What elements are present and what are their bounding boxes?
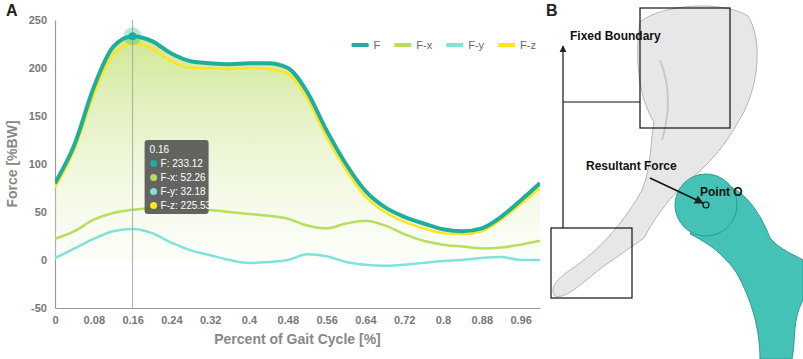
boundary-box [640, 8, 730, 128]
panel-label: A [6, 2, 18, 19]
panel-label: B [546, 2, 558, 19]
highlight-point [129, 32, 137, 40]
legend-swatch [352, 43, 369, 47]
tooltip-title: 0.16 [150, 144, 170, 155]
resultant-force-label: Resultant Force [586, 159, 677, 173]
x-tick: 0.64 [355, 308, 377, 326]
x-tick: 0.48 [278, 308, 299, 326]
y-tick: 150 [29, 110, 55, 122]
axis-line [55, 21, 56, 309]
tooltip-dot [150, 188, 157, 195]
x-tick: 0.72 [394, 308, 415, 326]
x-tick: 0.56 [316, 308, 337, 326]
legend-label: F-z [520, 39, 536, 51]
point-o-label: Point O [700, 185, 743, 199]
y-tick-label: 250 [29, 14, 47, 26]
y-tick: 100 [29, 158, 55, 170]
axis-line [56, 308, 541, 309]
y-tick-label: 100 [29, 158, 47, 170]
point-o [703, 202, 709, 208]
line [55, 36, 540, 231]
boundary-box [551, 228, 632, 298]
x-tick: 0.96 [510, 308, 531, 326]
tooltip: 0.16 F: 233.12 F-x: 52.26 F-y: 32.18 F-z: 22… [145, 140, 212, 214]
y-tick-label: -50 [31, 302, 47, 314]
line [55, 208, 540, 248]
plot-area [55, 20, 540, 308]
legend-label: F-x [416, 39, 432, 51]
tooltip-dot [150, 202, 157, 209]
boundary-connector [562, 46, 563, 228]
crosshair [132, 20, 133, 308]
x-tick-label: 0.56 [316, 314, 337, 326]
y-tick-label: 200 [29, 62, 47, 74]
y-tick: 0 [41, 254, 55, 266]
x-tick: 0.08 [84, 308, 105, 326]
x-tick-label: 0.72 [394, 314, 415, 326]
y-tick: 250 [29, 14, 55, 26]
figure: A 0 0.08 0.16 0.24 0.32 0.4 0.48 0.56 0.64 0.72 0.8… [0, 0, 803, 359]
legend-swatch [498, 43, 515, 47]
x-tick-label: 0.88 [472, 314, 493, 326]
x-tick-label: 0.4 [242, 314, 258, 326]
x-tick: 0.4 [242, 308, 258, 326]
y-axis: -50 0 50 100 150 200 250 [29, 14, 56, 314]
y-tick-label: 50 [35, 206, 47, 218]
x-tick-label: 0.16 [122, 314, 143, 326]
y-tick: 50 [35, 206, 55, 218]
x-axis-title: Percent of Gait Cycle [%] [214, 331, 381, 347]
force-arrow [650, 178, 703, 203]
highlight-glow [124, 27, 142, 45]
fixed-boundary-label: Fixed Boundary [570, 29, 661, 43]
x-axis: 0 0.08 0.16 0.24 0.32 0.4 0.48 0.56 0.64 0.72 0.8 0… [52, 308, 540, 326]
line [55, 43, 540, 234]
legend-label: F [374, 39, 381, 51]
x-tick-label: 0.32 [200, 314, 221, 326]
x-tick-label: 0.08 [84, 314, 105, 326]
x-tick: 0.8 [436, 308, 451, 326]
tooltip-line: F: 233.12 [161, 158, 204, 169]
x-tick-label: 0.24 [161, 314, 183, 326]
tooltip-line: F-y: 32.18 [161, 186, 206, 197]
y-tick: -50 [31, 302, 55, 314]
x-tick: 0.88 [472, 308, 493, 326]
x-tick-label: 0 [52, 314, 58, 326]
boundary-connector [563, 101, 640, 102]
x-tick-label: 0.48 [278, 314, 299, 326]
x-tick: 0.16 [122, 308, 143, 326]
tooltip-dot [150, 174, 157, 181]
tooltip-dot [150, 160, 157, 167]
femoral-head [675, 174, 737, 236]
y-axis-title: Force [%BW] [4, 120, 20, 207]
legend-swatch [446, 43, 463, 47]
y-tick-label: 0 [41, 254, 47, 266]
y-tick-label: 150 [29, 110, 47, 122]
tooltip-line: F-z: 225.53 [161, 200, 212, 211]
x-tick: 0.32 [200, 308, 221, 326]
x-tick: 0 [52, 308, 58, 326]
area [55, 36, 540, 260]
diagram: B Fixed Boundary Resultant Force Point O [546, 2, 803, 359]
legend-swatch [394, 43, 411, 47]
x-tick-label: 0.64 [355, 314, 377, 326]
x-tick-label: 0.96 [510, 314, 531, 326]
legend-label: F-y [468, 39, 484, 51]
tooltip-line: F-x: 52.26 [161, 172, 206, 183]
y-tick: 200 [29, 62, 55, 74]
x-tick-label: 0.8 [436, 314, 451, 326]
x-tick: 0.24 [161, 308, 183, 326]
legend: F-z F-y F-x F [352, 39, 536, 51]
